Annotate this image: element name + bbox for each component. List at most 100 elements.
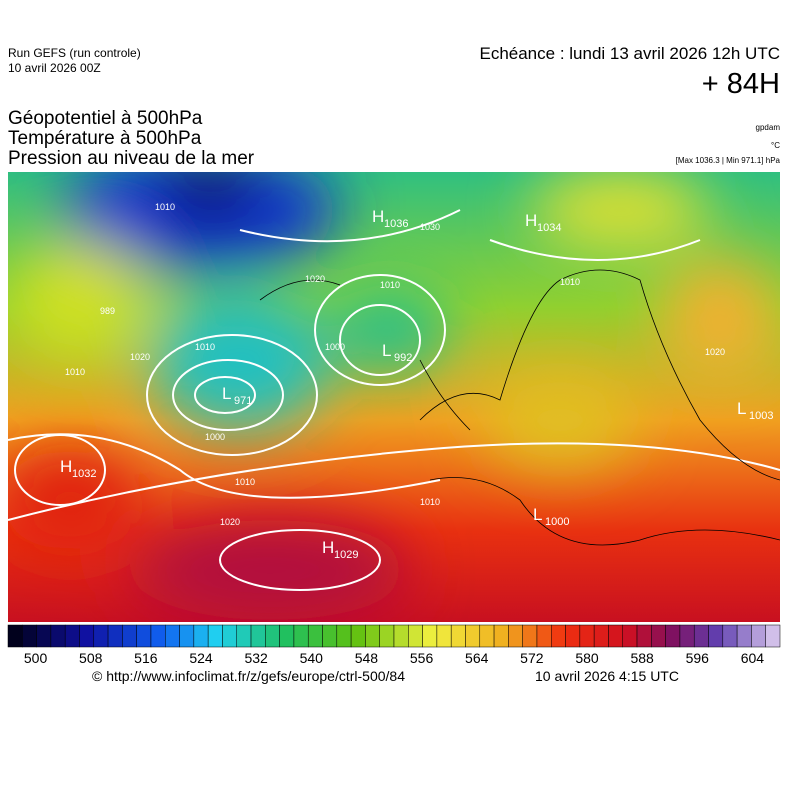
- unit: °C: [771, 141, 780, 150]
- colorbar-tick-label: 524: [189, 650, 213, 666]
- colorbar-swatch: [593, 624, 609, 648]
- source: © http://www.infoclimat.fr/z/gefs/europe…: [92, 668, 406, 684]
- generated: 10 avril 2026 4:15 UTC: [535, 668, 679, 684]
- colorbar-swatch: [350, 624, 366, 648]
- isobar-label: 989: [100, 306, 115, 316]
- isobar-label: 1010: [155, 202, 175, 212]
- colorbar-tick-label: 564: [465, 650, 489, 666]
- colorbar-swatch: [365, 624, 380, 648]
- isobar-label: 1020: [220, 517, 240, 527]
- colorbar-tick-label: 500: [24, 650, 48, 666]
- isobar-label: 1020: [130, 352, 150, 362]
- colorbar-swatch: [408, 624, 423, 648]
- valid-time: Echéance : lundi 13 avril 2026 12h UTC: [479, 44, 780, 63]
- center-value: 1036: [384, 218, 408, 230]
- center-letter: H: [60, 457, 72, 476]
- run-date: 10 avril 2026 00Z: [8, 61, 101, 75]
- field-shading: [8, 172, 780, 622]
- center-letter: L: [533, 505, 542, 524]
- colorbar-swatch: [450, 624, 466, 648]
- colorbar-swatch: [50, 624, 66, 648]
- colorbar-swatch: [622, 624, 638, 648]
- colorbar-swatch: [636, 624, 652, 648]
- isobar-label: 1010: [65, 367, 85, 377]
- colorbar-swatch: [36, 624, 52, 648]
- center-value: 971: [234, 395, 252, 407]
- colorbar-tick-label: 508: [79, 650, 103, 666]
- colorbar-swatch: [379, 624, 395, 648]
- isobar-label: 1010: [420, 497, 440, 507]
- colorbar-swatch: [107, 624, 123, 648]
- center-value: 1032: [72, 468, 96, 480]
- colorbar-swatch: [293, 624, 309, 648]
- isobar-label: 1010: [195, 342, 215, 352]
- colorbar-swatch: [336, 624, 352, 648]
- isobar-label: 1010: [235, 477, 255, 487]
- colorbar-swatch: [608, 624, 623, 648]
- colorbar-swatch: [64, 624, 80, 648]
- colorbar-tick-label: 588: [630, 650, 654, 666]
- center-letter: L: [737, 399, 746, 418]
- colorbar-swatch: [479, 624, 495, 648]
- center-letter: H: [322, 538, 334, 557]
- center-value: 1029: [334, 549, 358, 561]
- colorbar-swatch: [236, 624, 252, 648]
- colorbar-tick-label: 580: [575, 650, 599, 666]
- center-letter: H: [525, 211, 537, 230]
- colorbar-swatch: [679, 624, 695, 648]
- colorbar-swatch: [551, 624, 566, 648]
- colorbar-swatch: [708, 624, 724, 648]
- unit: gpdam: [755, 123, 780, 132]
- isobar-label: 1030: [420, 222, 440, 232]
- field: Pression au niveau de la mer: [8, 148, 255, 169]
- colorbar-swatch: [150, 624, 166, 648]
- colorbar-swatch: [765, 624, 781, 648]
- colorbar-swatch: [579, 624, 595, 648]
- isobar-label: 1010: [560, 277, 580, 287]
- colorbar-swatch: [436, 624, 452, 648]
- center-value: 992: [394, 352, 412, 364]
- colorbar-swatch: [22, 624, 37, 648]
- center-value: 1000: [545, 516, 569, 528]
- lead-time: + 84H: [701, 68, 780, 100]
- colorbar-swatch: [250, 624, 266, 648]
- colorbar-swatch: [751, 624, 766, 648]
- colorbar-tick-label: 532: [244, 650, 268, 666]
- colorbar-swatch: [93, 624, 109, 648]
- colorbar-swatch: [207, 624, 223, 648]
- colorbar-swatch: [122, 624, 137, 648]
- isobar-label: 1020: [305, 274, 325, 284]
- center-value: 1034: [537, 222, 561, 234]
- colorbar-swatch: [165, 624, 180, 648]
- colorbar-swatch: [522, 624, 538, 648]
- colorbar-swatch: [493, 624, 509, 648]
- colorbar-tick-label: 516: [134, 650, 158, 666]
- field: Température à 500hPa: [8, 128, 202, 149]
- center-letter: H: [372, 207, 384, 226]
- run: Run GEFS (run controle): [8, 46, 141, 60]
- colorbar-swatch: [422, 624, 438, 648]
- colorbar-swatch: [536, 624, 552, 648]
- colorbar-swatch: [465, 624, 481, 648]
- colorbar-swatch: [693, 624, 709, 648]
- colorbar-swatch: [179, 624, 195, 648]
- colorbar-tick-label: 548: [355, 650, 379, 666]
- colorbar-swatch: [565, 624, 581, 648]
- colorbar-swatch: [322, 624, 338, 648]
- colorbar-swatch: [7, 624, 23, 648]
- colorbar-swatch: [222, 624, 237, 648]
- colorbar-swatch: [279, 624, 295, 648]
- colorbar-tick-label: 604: [741, 650, 765, 666]
- colorbar-tick-label: 596: [686, 650, 710, 666]
- isobar-label: 1020: [705, 347, 725, 357]
- isobar-label: 1000: [205, 432, 225, 442]
- center-value: 1003: [749, 410, 773, 422]
- center-letter: L: [382, 341, 391, 360]
- colorbar-swatch: [722, 624, 738, 648]
- isobar-label: 1000: [325, 342, 345, 352]
- colorbar-swatch: [193, 624, 209, 648]
- colorbar-swatch: [265, 624, 280, 648]
- colorbar-swatch: [665, 624, 681, 648]
- colorbar-swatch: [508, 624, 523, 648]
